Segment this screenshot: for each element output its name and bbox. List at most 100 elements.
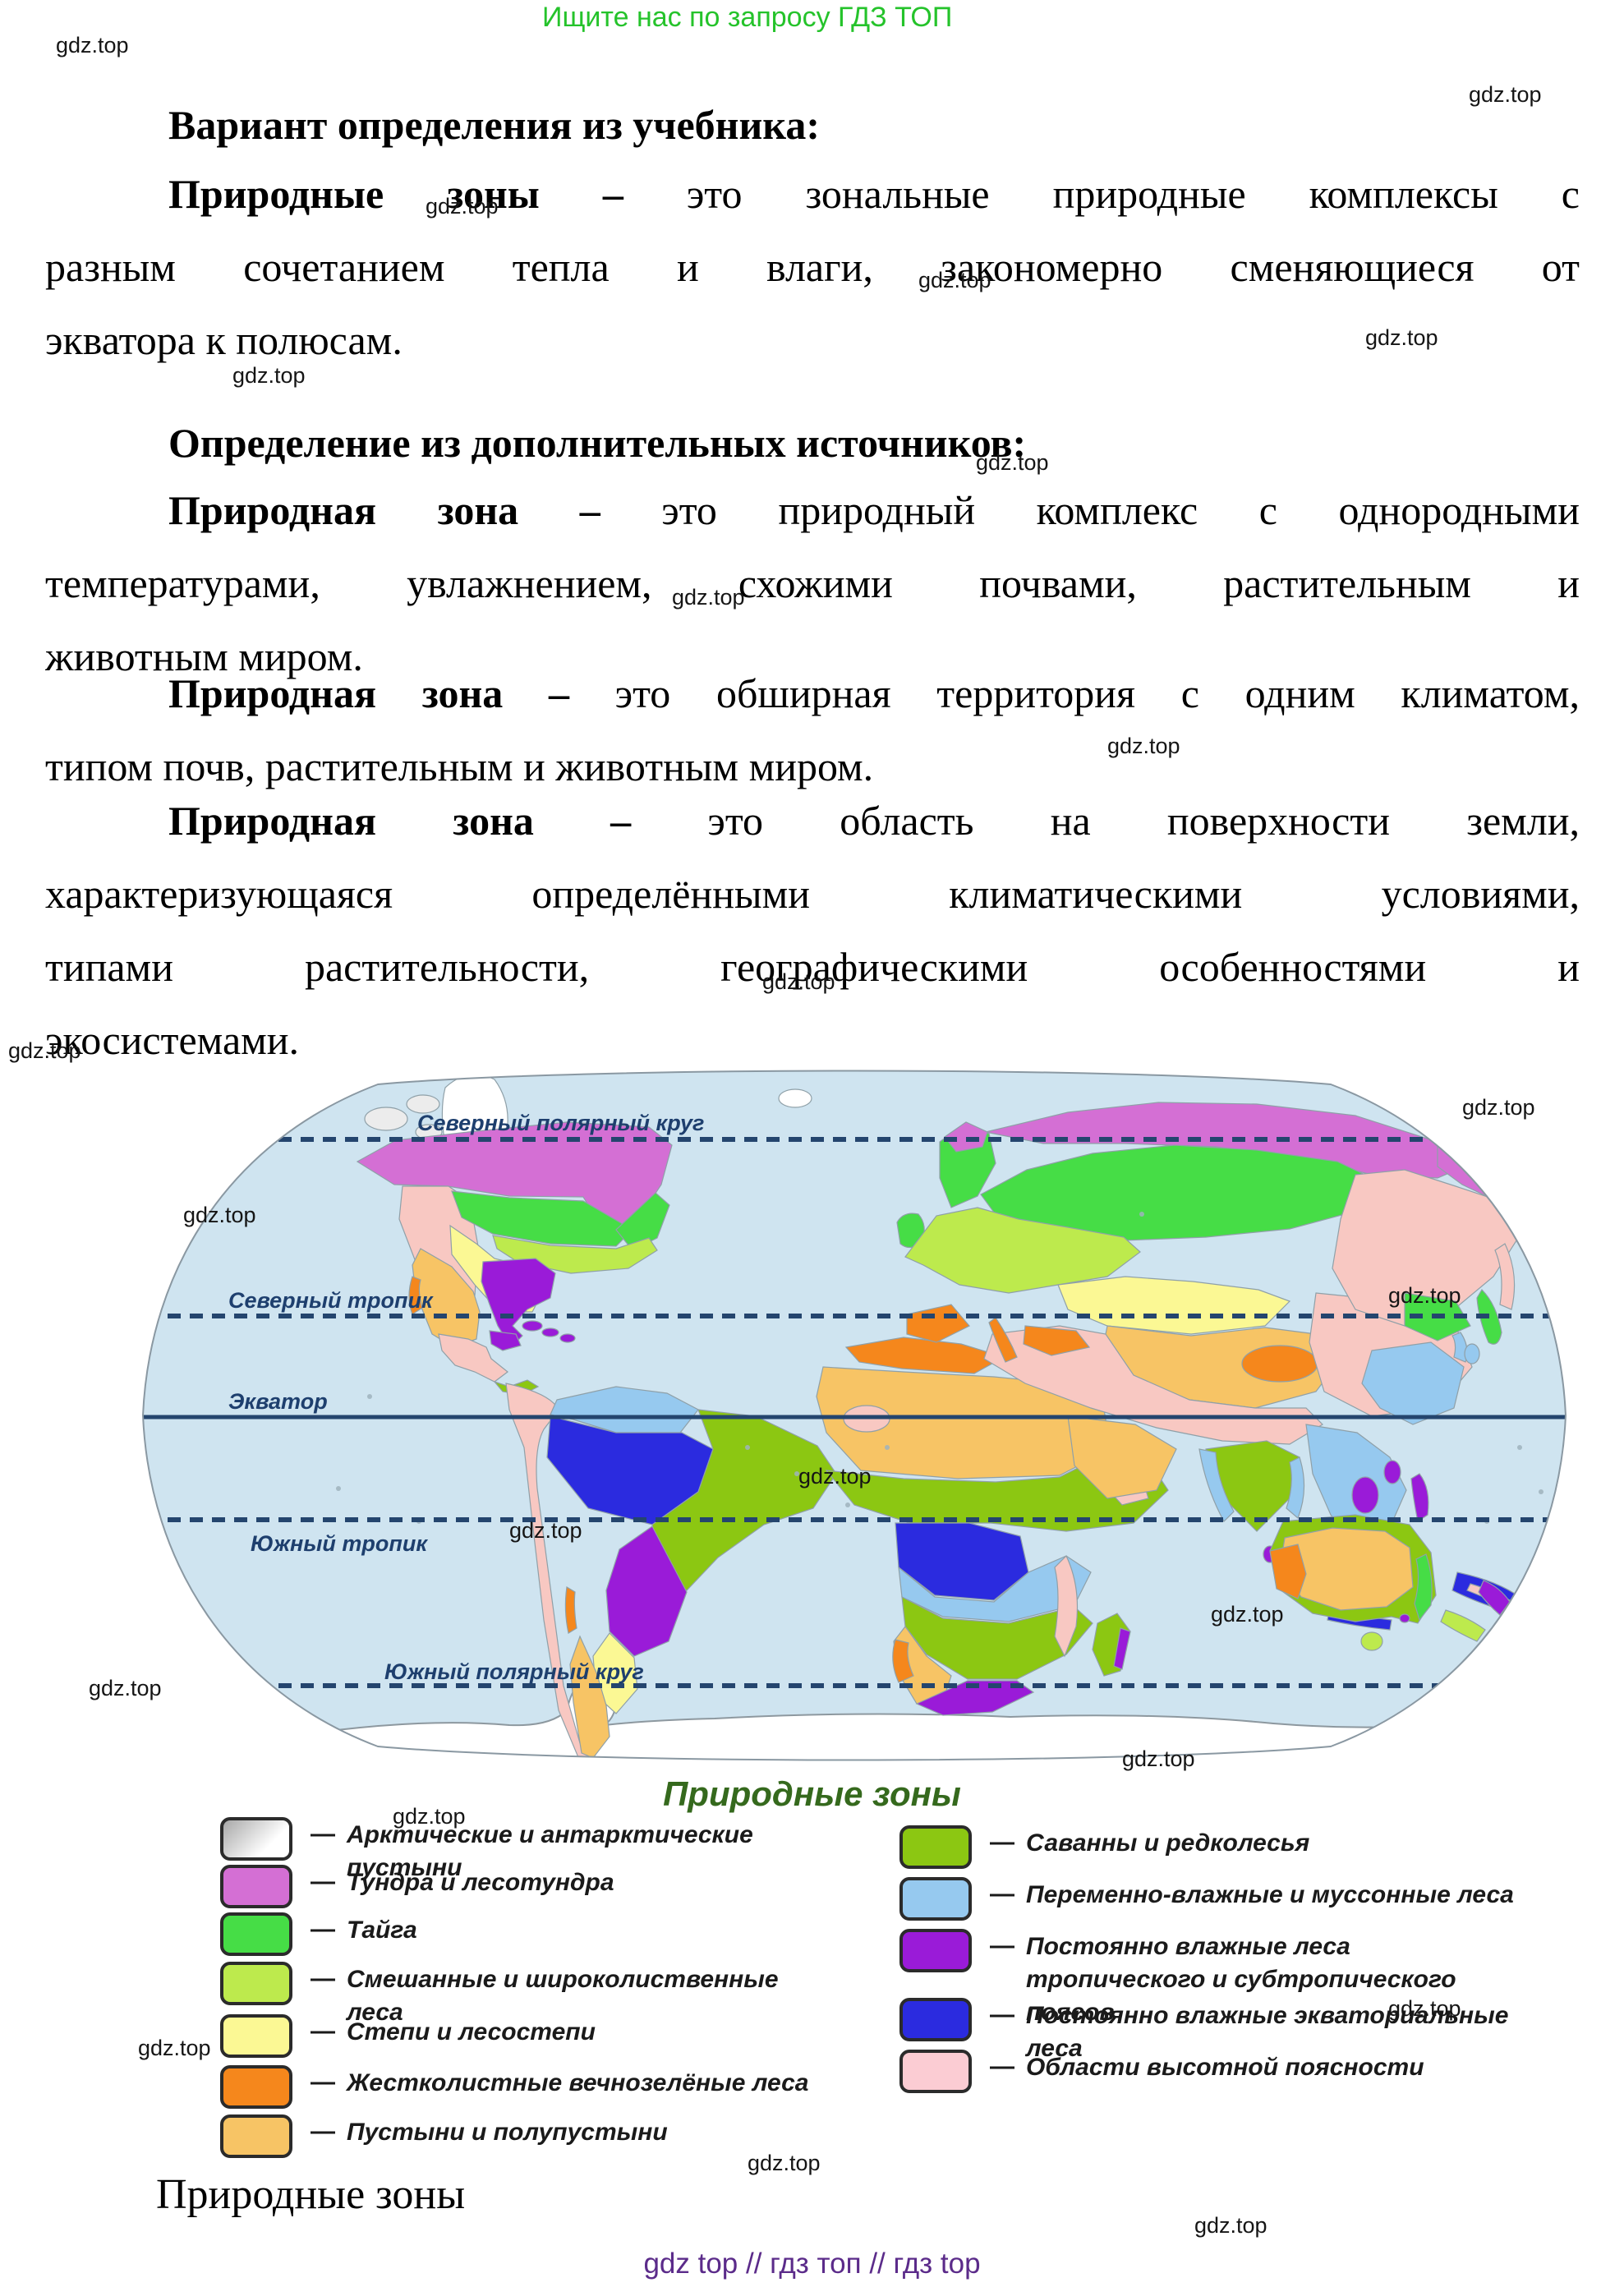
heading-textbook: Вариант определения из учебника: (168, 102, 820, 148)
australia-east-coast (1414, 1553, 1433, 1622)
paragraph-natural-zones: Природные зоны – это зональные природные… (45, 158, 1580, 377)
australia-west (1269, 1544, 1307, 1599)
iceland (778, 1088, 812, 1108)
legend-title: Природные зоны (663, 1774, 961, 1813)
legend-item-arctic-deserts: — Арктические и антарктические пустыни (220, 1817, 840, 1884)
term-bold: Природные зоны – (168, 171, 687, 217)
south-savanna (901, 1595, 1093, 1680)
british-isles (896, 1213, 925, 1249)
nz-south (1440, 1609, 1486, 1642)
paragraph-line: разным сочетанием тепла и влаги, законом… (45, 244, 1580, 290)
chile-hardleaf (564, 1586, 577, 1634)
zone-tropical-wet-na (481, 1258, 556, 1348)
term-bold: Природная зона – (168, 798, 708, 844)
ne-siberia-highland (1332, 1169, 1520, 1327)
legend-swatch-savanna (899, 1825, 972, 1869)
india-east-coast (1286, 1456, 1305, 1520)
legend-label: Постоянно влажные экваториальные леса (1026, 2002, 1509, 2062)
caribbean (559, 1333, 576, 1343)
legend-swatch-equatorial-forests (899, 1998, 972, 2041)
watermark: gdz.top (56, 33, 129, 58)
heading-extra-sources: Определение из дополнительных источников… (168, 420, 1027, 466)
paragraph-line: Природная зона – это обширная территория… (168, 670, 1580, 716)
highland-belt (983, 1325, 1323, 1445)
pampas (592, 1632, 638, 1714)
indochina-wet (1351, 1476, 1379, 1514)
legend-label: Области высотной поясности (1026, 2054, 1424, 2081)
legend-item-steppe: — Степи и лесостепи (220, 2014, 596, 2058)
legend-dash: — (311, 2018, 335, 2045)
natural-zones-world-map: Северный полярный круг Северный тропик Э… (141, 1070, 1567, 1761)
korea (1451, 1332, 1468, 1363)
legend-swatch-tropical-wet-forests (899, 1929, 972, 1972)
paragraph-line: температурами, увлажнением, схожими почв… (45, 560, 1580, 606)
watermark: gdz.top (1211, 1602, 1284, 1627)
label-equator: Экватор (228, 1389, 328, 1414)
anatolia (1023, 1325, 1091, 1356)
paragraph-line: типами растительности, географическими о… (45, 944, 1580, 990)
zone-hardleaf-na (408, 1276, 423, 1315)
watermark: gdz.top (1365, 325, 1438, 350)
legend-swatch-taiga (220, 1912, 292, 1956)
watermark: gdz.top (1388, 1996, 1461, 2021)
watermark: gdz.top (1462, 1095, 1535, 1120)
zone-yucatan (489, 1330, 522, 1351)
section-textbook-definition: Вариант определения из учебника: (45, 89, 1580, 162)
legend-item-tundra: — Тундра и лесотундра (220, 1865, 614, 1908)
figure-caption: Природные зоны (156, 2171, 466, 2218)
legend-dash: — (311, 1916, 335, 1943)
site-footer: gdz top // гдз топ // гдз top (643, 2248, 981, 2280)
watermark: gdz.top (426, 194, 499, 219)
caribbean (522, 1320, 543, 1332)
arctic-islands (406, 1094, 440, 1114)
zone-mixed-europe (904, 1207, 1141, 1294)
map-globe (143, 1070, 1566, 1760)
madagascar-east (1113, 1627, 1131, 1670)
watermark: gdz.top (798, 1464, 872, 1489)
watermark: gdz.top (8, 1038, 81, 1063)
paragraph-definition-3: Природная зона – это обширная территория… (45, 657, 1580, 803)
watermark: gdz.top (183, 1203, 256, 1227)
paragraph-line: Природная зона – это область на поверхно… (168, 798, 1580, 844)
watermark: gdz.top (672, 585, 745, 610)
cape-strip (915, 1680, 1035, 1716)
legend-item-hardleaf-forests: — Жестколистные вечнозелёные леса (220, 2065, 808, 2109)
watermark: gdz.top (1388, 1283, 1461, 1308)
legend-swatch-monsoon-forests (899, 1877, 972, 1921)
label-polar-south: Южный полярный круг (384, 1659, 644, 1684)
nz-north (1478, 1580, 1511, 1616)
watermark: gdz.top (918, 268, 991, 292)
australia-se (1399, 1613, 1410, 1623)
legend-dash: — (311, 1820, 335, 1848)
legend-dash: — (311, 1965, 335, 1992)
zone-monsoon-africa (898, 1555, 1092, 1622)
arabia (1067, 1415, 1177, 1499)
italy (988, 1317, 1018, 1363)
paragraph-line: животным миром. (45, 633, 363, 679)
legend-dash: — (311, 2068, 335, 2096)
watermark: gdz.top (762, 969, 835, 994)
legend-label: Постоянно влажные леса тропического и су… (1026, 1933, 1456, 2026)
watermark: gdz.top (509, 1518, 582, 1543)
legend-dash: — (311, 1868, 335, 1895)
tasmania (1360, 1631, 1383, 1651)
paragraph-line: типом почв, растительным и животным миро… (45, 743, 874, 789)
legend-label: Степи и лесостепи (347, 2018, 596, 2045)
japan-south (1464, 1343, 1480, 1364)
legend-item-savanna: — Саванны и редколесья (899, 1825, 1309, 1869)
kamchatka (1494, 1243, 1516, 1310)
legend-dash: — (990, 2001, 1014, 2028)
legend-label: Жестколистные вечнозелёные леса (347, 2069, 809, 2096)
gobi (1241, 1345, 1318, 1383)
legend-label: Арктические и антарктические пустыни (347, 1821, 753, 1881)
legend-item-altitude-zones: — Области высотной поясности (899, 2050, 1424, 2093)
legend-label: Смешанные и широколиственные леса (347, 1966, 779, 2026)
globe-outline (141, 1070, 1567, 1761)
label-polar-north: Северный полярный круг (417, 1111, 704, 1135)
legend-dash: — (990, 2053, 1014, 2080)
legend-swatch-deserts (220, 2114, 292, 2158)
paragraph-definition-4: Природная зона – это область на поверхно… (45, 785, 1580, 1077)
legend-item-mixed-forests: — Смешанные и широколиственные леса (220, 1962, 840, 2029)
andes (505, 1383, 595, 1760)
